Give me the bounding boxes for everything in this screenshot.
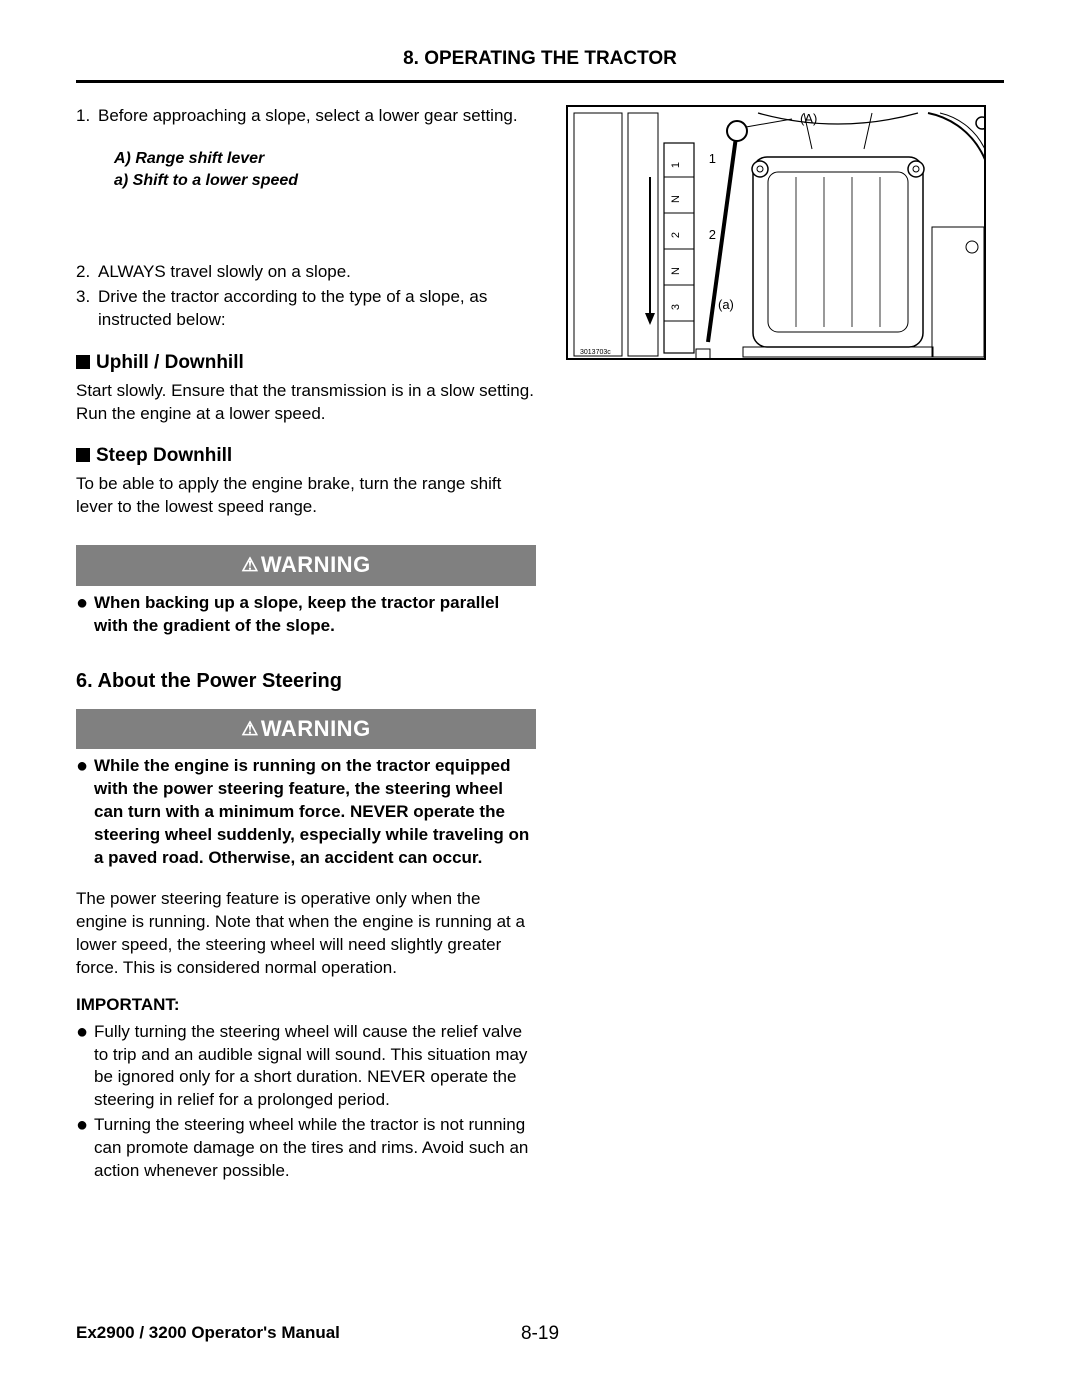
bullet-dot-icon: ● <box>76 1114 94 1183</box>
bullet-dot-icon: ● <box>76 592 94 638</box>
important-bullet: ● Turning the steering wheel while the t… <box>76 1114 536 1183</box>
svg-text:1: 1 <box>670 162 682 168</box>
item-number: 2. <box>76 261 98 284</box>
page-footer: Ex2900 / 3200 Operator's Manual 8-19 <box>76 1323 1004 1345</box>
warning-triangle-icon: ⚠ <box>241 553 259 579</box>
bullet-text: Turning the steering wheel while the tra… <box>94 1114 536 1183</box>
important-bullet: ● Fully turning the steering wheel will … <box>76 1021 536 1113</box>
subheading-uphill: Uphill / Downhill <box>76 350 536 376</box>
square-bullet-icon <box>76 355 90 369</box>
important-label: IMPORTANT: <box>76 994 536 1017</box>
svg-text:N: N <box>670 267 682 275</box>
item-number: 1. <box>76 105 98 128</box>
svg-text:(A): (A) <box>800 111 817 126</box>
left-column: 1. Before approaching a slope, select a … <box>76 105 536 1185</box>
paragraph: To be able to apply the engine brake, tu… <box>76 473 536 519</box>
item-text: ALWAYS travel slowly on a slope. <box>98 261 351 284</box>
page-number: 8-19 <box>521 1323 559 1345</box>
warning-bullet: ● When backing up a slope, keep the trac… <box>76 592 536 638</box>
item-number: 3. <box>76 286 98 332</box>
subheading-steep: Steep Downhill <box>76 443 536 469</box>
ordered-item: 1. Before approaching a slope, select a … <box>76 105 536 128</box>
tractor-lever-diagram: 1 N 2 N 3 <box>566 105 986 360</box>
manual-title: Ex2900 / 3200 Operator's Manual <box>76 1323 521 1345</box>
ordered-item: 3. Drive the tractor according to the ty… <box>76 286 536 332</box>
figure-legend: A) Range shift lever a) Shift to a lower… <box>114 148 536 191</box>
chapter-header: 8. OPERATING THE TRACTOR <box>76 48 1004 83</box>
bullet-dot-icon: ● <box>76 755 94 870</box>
svg-text:3013703c: 3013703c <box>580 349 611 356</box>
diagram-svg: 1 N 2 N 3 <box>568 107 986 360</box>
svg-text:2: 2 <box>670 232 682 238</box>
bullet-text: While the engine is running on the tract… <box>94 755 536 870</box>
svg-text:2: 2 <box>709 227 716 242</box>
legend-line: A) Range shift lever <box>114 148 536 170</box>
bullet-dot-icon: ● <box>76 1021 94 1113</box>
warning-bullet: ● While the engine is running on the tra… <box>76 755 536 870</box>
paragraph: Start slowly. Ensure that the transmissi… <box>76 380 536 426</box>
svg-text:3: 3 <box>670 304 682 310</box>
item-text: Drive the tractor according to the type … <box>98 286 536 332</box>
legend-line: a) Shift to a lower speed <box>114 170 536 192</box>
warning-banner: ⚠WARNING <box>76 545 536 586</box>
square-bullet-icon <box>76 448 90 462</box>
paragraph: The power steering feature is operative … <box>76 888 536 980</box>
content-columns: 1. Before approaching a slope, select a … <box>76 105 1004 1185</box>
bullet-text: When backing up a slope, keep the tracto… <box>94 592 536 638</box>
right-column: 1 N 2 N 3 <box>566 105 1004 1185</box>
section-heading: 6. About the Power Steering <box>76 668 536 695</box>
bullet-text: Fully turning the steering wheel will ca… <box>94 1021 536 1113</box>
ordered-item: 2. ALWAYS travel slowly on a slope. <box>76 261 536 284</box>
item-text: Before approaching a slope, select a low… <box>98 105 518 128</box>
warning-triangle-icon: ⚠ <box>241 717 259 743</box>
warning-banner: ⚠WARNING <box>76 709 536 750</box>
svg-text:1: 1 <box>709 151 716 166</box>
svg-text:N: N <box>670 195 682 203</box>
svg-text:(a): (a) <box>718 297 734 312</box>
